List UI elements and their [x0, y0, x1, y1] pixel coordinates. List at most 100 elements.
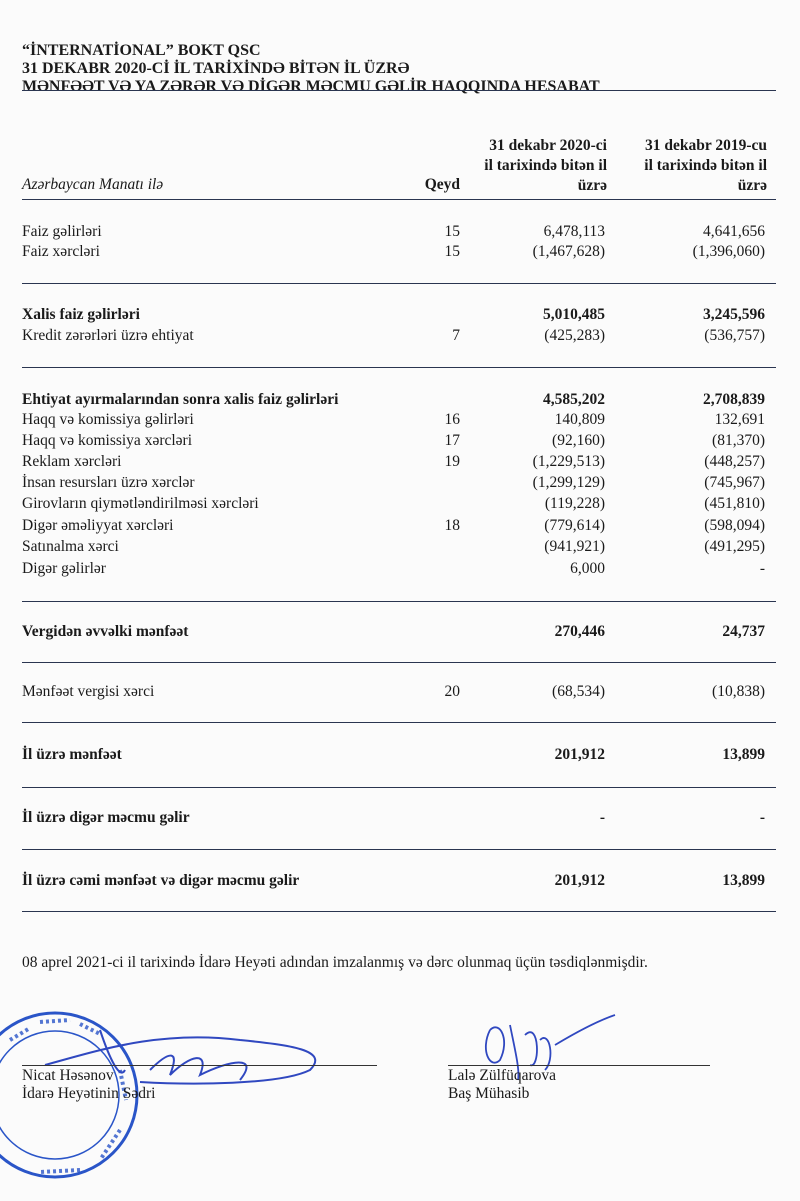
section-rule [22, 367, 776, 368]
row-label: Kredit zərərləri üzrə ehtiyat [22, 327, 194, 344]
row-label: Mənfəət vergisi xərci [22, 683, 155, 700]
value-2020: (425,283) [544, 327, 605, 344]
value-2019: - [759, 560, 765, 577]
value-2020: 5,010,485 [543, 306, 605, 323]
value-2019: (745,967) [704, 474, 765, 491]
table-row: Ehtiyat ayırmalarından sonra xalis faiz … [22, 390, 776, 410]
row-label: Haqq və komissiya xərcləri [22, 432, 193, 449]
value-2019: 2,708,839 [703, 391, 765, 408]
table-row: İl üzrə digər məcmu gəlir - - [22, 808, 776, 828]
row-label: İnsan resursları üzrə xərclər [22, 474, 195, 491]
row-label: Digər əməliyyat xərcləri [22, 517, 174, 534]
table-row: Girovların qiymətləndirilməsi xərcləri (1… [22, 494, 776, 514]
row-label: İl üzrə cəmi mənfəət və digər məcmu gəli… [22, 872, 300, 889]
table-row: Mənfəət vergisi xərci 20 (68,534) (10,838) [22, 682, 776, 702]
company-stamp [0, 1011, 139, 1179]
note-header: Qeyd [424, 176, 460, 193]
value-2019: 13,899 [722, 746, 765, 763]
table-row: Digər gəlirlər 6,000 - [22, 559, 776, 579]
value-2019: 24,737 [722, 623, 765, 640]
value-2020: (941,921) [544, 538, 605, 555]
row-note: 15 [444, 243, 461, 260]
value-2020: (68,534) [552, 683, 605, 700]
chairman-name: Nicat Həsənov [22, 1067, 114, 1084]
approval-text: 08 aprel 2021-ci il tarixində İdarə Heyə… [22, 954, 648, 971]
table-row: Satınalma xərci (941,921) (491,295) [22, 537, 776, 557]
value-2019: 13,899 [722, 872, 765, 889]
table-row: Kredit zərərləri üzrə ehtiyat 7 (425,283) (… [22, 326, 776, 346]
table-row: Haqq və komissiya gəlirləri 16 140,809 132,… [22, 410, 776, 430]
table-row: Haqq və komissiya xərcləri 17 (92,160) (81,… [22, 431, 776, 451]
value-2019: (491,295) [704, 538, 765, 555]
value-2020: 140,809 [554, 411, 605, 428]
table-row: İnsan resursları üzrə xərclər (1,299,129)… [22, 473, 776, 493]
value-2019: (536,757) [704, 327, 765, 344]
value-2019: (81,370) [712, 432, 765, 449]
chairman-title: İdarə Heyətinin Sədri [22, 1085, 156, 1102]
chairman-signature [44, 1029, 317, 1085]
row-label: Faiz xərcləri [22, 243, 100, 260]
value-2019: (598,094) [704, 517, 765, 534]
accountant-name: Lalə Zülfüqarova [448, 1067, 557, 1084]
table-row: Reklam xərcləri 19 (1,229,513) (448,257) [22, 452, 776, 472]
row-label: Digər gəlirlər [22, 560, 106, 577]
table-row: Vergidən əvvəlki mənfəət 270,446 24,737 [22, 622, 776, 642]
section-rule [22, 601, 776, 602]
accountant-signature [485, 1014, 616, 1081]
value-2020: (1,229,513) [532, 453, 605, 470]
value-2020: 270,446 [554, 623, 605, 640]
value-2019: 4,641,656 [703, 223, 765, 240]
row-label: Haqq və komissiya gəlirləri [22, 411, 194, 428]
row-label: Faiz gəlirləri [22, 223, 102, 240]
value-2020: 201,912 [554, 872, 605, 889]
row-label: Vergidən əvvəlki mənfəət [22, 623, 189, 640]
accountant-signature-line [448, 1065, 710, 1066]
row-note: 18 [444, 517, 461, 534]
chairman-signature-line [22, 1065, 377, 1066]
value-2019: (448,257) [704, 453, 765, 470]
row-label: İl üzrə digər məcmu gəlir [22, 809, 190, 826]
value-2019: (1,396,060) [692, 243, 765, 260]
accountant-title: Baş Mühasib [448, 1085, 530, 1102]
row-note: 20 [444, 683, 461, 700]
col-2019-header: 31 dekabr 2019-cu il tarixində bitən il … [644, 137, 767, 194]
section-rule [22, 283, 776, 284]
report-title: MƏNFƏƏT VƏ YA ZƏRƏR VƏ DİGƏR MƏCMU GƏLİR… [22, 78, 600, 95]
section-rule [22, 849, 776, 850]
value-2019: 3,245,596 [703, 306, 765, 323]
row-note: 19 [444, 453, 461, 470]
value-2020: (119,228) [544, 495, 605, 512]
value-2020: 6,000 [570, 560, 605, 577]
row-label: Satınalma xərci [22, 538, 119, 555]
row-note: 16 [444, 411, 461, 428]
header-rule [22, 199, 776, 200]
section-rule [22, 787, 776, 788]
row-label: Ehtiyat ayırmalarından sonra xalis faiz … [22, 391, 339, 408]
value-2020: 201,912 [554, 746, 605, 763]
value-2019: (451,810) [704, 495, 765, 512]
section-rule [22, 911, 776, 912]
currency-label: Azərbaycan Manatı ilə [22, 176, 164, 193]
value-2019: 132,691 [714, 411, 765, 428]
company-name: “İNTERNATİONAL” BOKT QSC [22, 42, 261, 59]
table-row: Xalis faiz gəlirləri 5,010,485 3,245,596 [22, 305, 776, 325]
row-label: Xalis faiz gəlirləri [22, 306, 140, 323]
row-label: Reklam xərcləri [22, 453, 122, 470]
table-row: Faiz gəlirləri 15 6,478,113 4,641,656 [22, 222, 776, 242]
section-rule [22, 722, 776, 723]
row-label: İl üzrə mənfəət [22, 746, 122, 763]
table-row: İl üzrə cəmi mənfəət və digər məcmu gəli… [22, 871, 776, 891]
section-rule [22, 662, 776, 663]
table-row: İl üzrə mənfəət 201,912 13,899 [22, 745, 776, 765]
value-2019: - [759, 809, 765, 826]
value-2020: 6,478,113 [543, 223, 605, 240]
table-row: Digər əməliyyat xərcləri 18 (779,614) (598,… [22, 516, 776, 536]
row-note: 17 [444, 432, 461, 449]
row-note: 15 [444, 223, 461, 240]
chairman-block: Nicat Həsənov İdarə Heyətinin Sədri [22, 1067, 155, 1103]
value-2020: - [599, 809, 605, 826]
value-2020: (1,299,129) [532, 474, 605, 491]
table-row: Faiz xərcləri 15 (1,467,628) (1,396,060) [22, 242, 776, 262]
row-note: 7 [452, 327, 460, 344]
value-2019: (10,838) [712, 683, 765, 700]
